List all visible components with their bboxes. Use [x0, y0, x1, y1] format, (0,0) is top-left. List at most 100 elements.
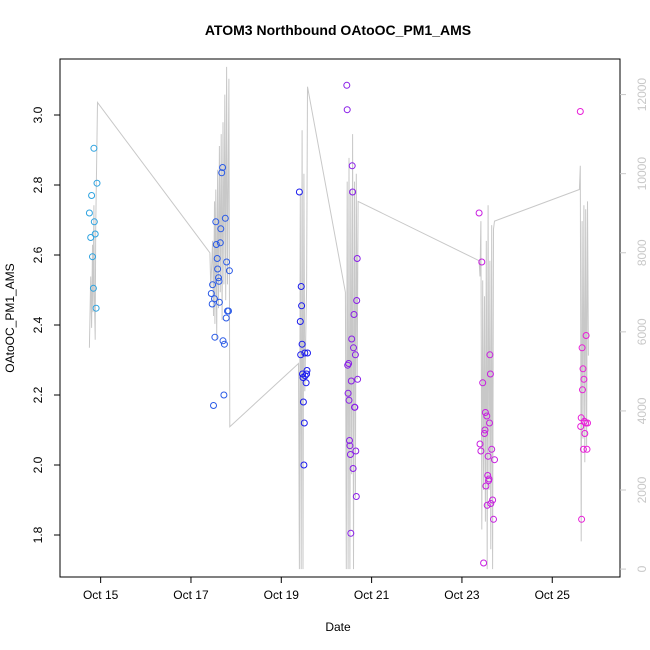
data-point	[353, 255, 361, 262]
data-point	[225, 307, 232, 315]
y2-tick-label: 0	[635, 565, 649, 572]
data-point	[214, 265, 222, 273]
data-point	[348, 162, 356, 170]
chart-title: ATOM3 Northbound OAtoOC_PM1_AMS	[205, 22, 471, 38]
data-point	[584, 419, 591, 427]
y2-tick-label: 10000	[635, 157, 649, 191]
data-point	[486, 419, 493, 427]
data-point	[484, 472, 492, 479]
data-point	[303, 367, 311, 374]
x-axis-title: Date	[325, 620, 351, 634]
data-point	[486, 370, 494, 378]
data-point	[344, 389, 352, 397]
data-point	[225, 267, 233, 275]
data-point	[91, 230, 99, 238]
data-point	[304, 349, 311, 357]
data-point	[481, 409, 489, 416]
data-point	[352, 447, 360, 455]
data-point	[579, 445, 587, 453]
data-point	[223, 258, 231, 266]
data-point	[93, 179, 101, 187]
y-tick-label: 2.4	[31, 316, 45, 333]
data-point	[211, 333, 219, 341]
data-point	[353, 297, 361, 304]
data-point	[481, 430, 488, 437]
data-point	[491, 456, 498, 464]
data-point	[488, 445, 496, 453]
data-point	[486, 351, 494, 359]
data-point	[354, 375, 362, 383]
y-tick-label: 2.2	[31, 386, 45, 403]
y-tick-label: 2.8	[31, 176, 45, 193]
data-point	[90, 144, 98, 152]
data-point	[352, 493, 360, 500]
data-point	[485, 475, 493, 483]
scatter-points	[85, 81, 591, 567]
data-point	[298, 340, 306, 348]
data-point	[576, 108, 584, 115]
y-tick-label: 2.0	[31, 456, 45, 473]
y2-tick-label: 4000	[635, 397, 649, 424]
data-point	[212, 241, 220, 248]
data-point	[348, 335, 356, 343]
y2-tick-label: 2000	[635, 476, 649, 503]
axes: Oct 15 Oct 17 Oct 19 Oct 21 Oct 23 Oct 25 1.8 2…	[31, 78, 649, 602]
data-point	[347, 529, 355, 537]
data-point	[89, 284, 97, 292]
data-point	[300, 461, 308, 469]
data-point	[297, 351, 305, 359]
data-point	[219, 337, 227, 345]
y-axis-title: OAtoOC_PM1_AMS	[3, 263, 17, 372]
data-point	[215, 274, 222, 282]
x-tick-label: Oct 15	[83, 588, 119, 602]
data-point	[346, 437, 353, 444]
data-point	[209, 281, 217, 289]
data-point	[577, 423, 585, 430]
data-point	[88, 192, 96, 199]
x-tick-label: Oct 17	[173, 588, 209, 602]
data-point	[490, 515, 497, 523]
data-point	[487, 500, 495, 507]
y2-tick-label: 8000	[635, 239, 649, 266]
data-point	[482, 482, 490, 490]
data-point	[578, 515, 586, 523]
data-point	[216, 239, 224, 247]
data-point	[220, 340, 228, 348]
data-point	[475, 209, 483, 217]
x-tick-label: Oct 21	[354, 588, 390, 602]
data-point	[295, 188, 303, 196]
data-point	[218, 169, 226, 177]
data-point	[210, 402, 217, 409]
data-point	[478, 258, 486, 266]
data-point	[350, 311, 358, 318]
data-point	[349, 188, 357, 196]
data-point	[480, 559, 488, 567]
x-tick-label: Oct 23	[444, 588, 480, 602]
data-point	[92, 304, 100, 312]
data-point	[298, 302, 306, 310]
data-point	[207, 290, 215, 297]
data-point	[578, 344, 586, 352]
data-point	[297, 283, 305, 290]
data-point	[351, 403, 359, 411]
data-point	[301, 349, 309, 357]
data-point	[299, 374, 307, 381]
data-point	[345, 396, 353, 404]
data-point	[581, 430, 589, 437]
data-point	[343, 106, 351, 114]
right-axis-series-line	[88, 66, 589, 570]
data-point	[483, 501, 491, 509]
data-point	[347, 377, 355, 385]
data-point	[346, 451, 354, 458]
data-point	[300, 419, 308, 427]
y-tick-label: 3.0	[31, 106, 45, 123]
data-point	[579, 365, 587, 373]
data-point	[345, 360, 353, 367]
data-point	[89, 253, 96, 261]
data-point	[346, 442, 354, 450]
data-point	[351, 351, 359, 359]
data-point	[343, 81, 351, 89]
data-point	[302, 379, 310, 387]
